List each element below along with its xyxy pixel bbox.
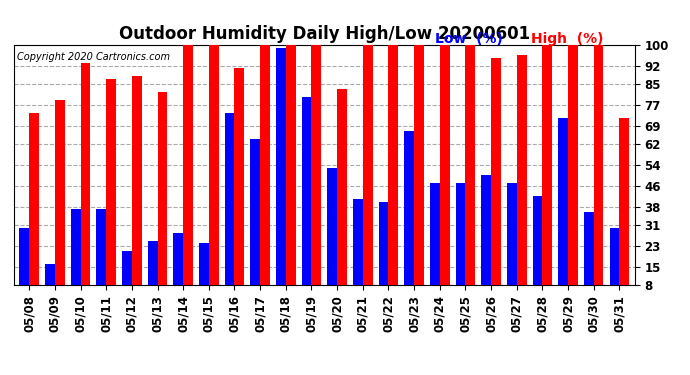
Bar (388, 45, 398, 285)
Bar (311, 45, 322, 285)
Bar (286, 45, 295, 285)
Bar (620, 118, 629, 285)
Bar (183, 45, 193, 285)
Bar (71, 209, 81, 285)
Bar (19, 228, 29, 285)
Bar (235, 69, 244, 285)
Bar (45, 264, 55, 285)
Bar (440, 45, 449, 285)
Bar (276, 48, 286, 285)
Bar (507, 183, 517, 285)
Bar (122, 251, 132, 285)
Bar (157, 92, 167, 285)
Bar (404, 131, 414, 285)
Bar (250, 139, 260, 285)
Bar (302, 97, 311, 285)
Bar (379, 201, 388, 285)
Bar (225, 113, 235, 285)
Bar (97, 209, 106, 285)
Bar (106, 79, 116, 285)
Bar (482, 176, 491, 285)
Bar (132, 76, 141, 285)
Bar (199, 243, 209, 285)
Bar (173, 233, 183, 285)
Bar (542, 45, 552, 285)
Bar (363, 45, 373, 285)
Bar (491, 58, 501, 285)
Bar (466, 45, 475, 285)
Bar (209, 45, 219, 285)
Bar (148, 241, 157, 285)
Bar (337, 89, 347, 285)
Bar (533, 196, 542, 285)
Title: Outdoor Humidity Daily High/Low 20200601: Outdoor Humidity Daily High/Low 20200601 (119, 26, 530, 44)
Bar (584, 212, 593, 285)
Text: High  (%): High (%) (531, 32, 604, 46)
Bar (55, 100, 65, 285)
Bar (558, 118, 568, 285)
Text: Copyright 2020 Cartronics.com: Copyright 2020 Cartronics.com (17, 52, 170, 62)
Bar (260, 45, 270, 285)
Bar (81, 63, 90, 285)
Bar (414, 45, 424, 285)
Text: Low  (%): Low (%) (435, 32, 502, 46)
Bar (517, 56, 526, 285)
Bar (327, 168, 337, 285)
Bar (568, 45, 578, 285)
Bar (29, 113, 39, 285)
Bar (455, 183, 466, 285)
Bar (610, 228, 620, 285)
Bar (353, 199, 363, 285)
Bar (593, 45, 604, 285)
Bar (430, 183, 440, 285)
